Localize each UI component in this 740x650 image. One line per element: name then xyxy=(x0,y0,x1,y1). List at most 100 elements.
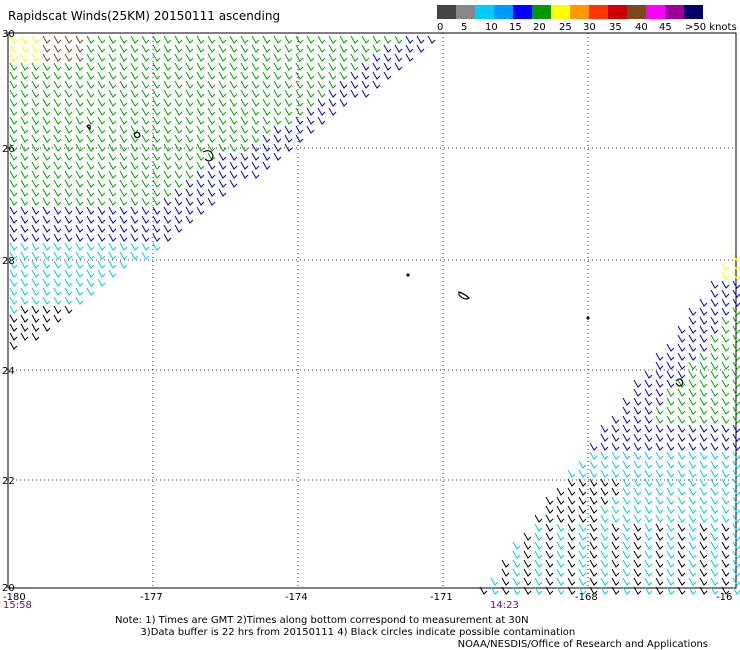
wind-barb xyxy=(86,215,95,224)
wind-barb xyxy=(721,370,730,379)
wind-barb xyxy=(699,352,708,361)
wind-barb xyxy=(97,179,106,188)
wind-barb xyxy=(240,80,249,89)
wind-barb xyxy=(119,53,128,62)
wind-barb xyxy=(721,577,730,586)
wind-barb xyxy=(20,206,29,215)
wind-barb xyxy=(688,451,697,460)
wind-barb xyxy=(699,307,708,316)
wind-barb xyxy=(677,397,686,406)
wind-barb xyxy=(655,505,664,514)
wind-barb xyxy=(732,514,740,523)
wind-barb xyxy=(589,577,598,586)
wind-barb xyxy=(556,559,565,568)
wind-barb xyxy=(578,496,587,505)
wind-barb xyxy=(523,532,532,541)
wind-barb xyxy=(578,532,587,541)
wind-barb xyxy=(97,188,106,197)
wind-barb xyxy=(31,98,40,107)
wind-barb xyxy=(174,188,183,197)
wind-barb xyxy=(207,125,216,134)
wind-barb xyxy=(611,550,620,559)
wind-barb xyxy=(229,35,238,44)
wind-barb xyxy=(218,143,227,152)
wind-barb xyxy=(174,224,183,233)
wind-barb xyxy=(688,487,697,496)
wind-barb xyxy=(185,53,194,62)
wind-barb xyxy=(196,89,205,98)
x-tick-label: -174 xyxy=(285,592,308,603)
wind-barb xyxy=(666,370,675,379)
wind-barb xyxy=(721,496,730,505)
wind-barb xyxy=(666,388,675,397)
wind-barb xyxy=(229,62,238,71)
wind-barb xyxy=(53,161,62,170)
wind-barb xyxy=(64,143,73,152)
wind-barb xyxy=(262,80,271,89)
wind-barb xyxy=(317,62,326,71)
wind-barb xyxy=(339,62,348,71)
wind-barb xyxy=(163,206,172,215)
wind-barb xyxy=(108,125,117,134)
wind-barb xyxy=(710,550,719,559)
wind-barb xyxy=(152,44,161,53)
wind-barb xyxy=(97,35,106,44)
wind-barb xyxy=(20,161,29,170)
wind-barb xyxy=(501,559,510,568)
wind-barb xyxy=(218,125,227,134)
wind-barb xyxy=(655,406,664,415)
wind-barb xyxy=(9,143,18,152)
wind-barb xyxy=(9,296,18,305)
wind-barb xyxy=(196,152,205,161)
wind-barb xyxy=(130,89,139,98)
wind-barb xyxy=(710,442,719,451)
colorbar-segment xyxy=(475,5,494,19)
wind-barb xyxy=(732,325,740,334)
wind-barb xyxy=(383,71,392,80)
wind-barb xyxy=(152,152,161,161)
wind-barb xyxy=(86,269,95,278)
wind-barb xyxy=(86,143,95,152)
wind-barb xyxy=(589,559,598,568)
wind-barb xyxy=(644,541,653,550)
wind-barb xyxy=(306,71,315,80)
wind-barb xyxy=(75,71,84,80)
wind-barb xyxy=(163,98,172,107)
wind-barb xyxy=(31,332,40,341)
wind-barb xyxy=(20,35,29,44)
wind-barb xyxy=(699,559,708,568)
wind-barb xyxy=(75,152,84,161)
wind-barb xyxy=(545,577,554,586)
wind-barb xyxy=(633,415,642,424)
wind-barb xyxy=(152,62,161,71)
wind-barb xyxy=(185,179,194,188)
wind-barb xyxy=(578,559,587,568)
wind-barb xyxy=(163,152,172,161)
wind-barb xyxy=(677,343,686,352)
wind-barb xyxy=(251,143,260,152)
wind-barb xyxy=(306,89,315,98)
wind-barb xyxy=(710,424,719,433)
wind-barb xyxy=(152,161,161,170)
wind-barb xyxy=(732,451,740,460)
wind-barb xyxy=(721,289,730,298)
wind-barb xyxy=(655,379,664,388)
wind-barb xyxy=(611,424,620,433)
wind-barb xyxy=(339,80,348,89)
wind-barb xyxy=(655,352,664,361)
wind-barb xyxy=(262,134,271,143)
wind-barb xyxy=(732,280,740,289)
wind-barb xyxy=(42,314,51,323)
wind-barb xyxy=(163,89,172,98)
wind-barb xyxy=(240,98,249,107)
wind-barb xyxy=(633,568,642,577)
wind-barb xyxy=(622,487,631,496)
wind-barb xyxy=(688,307,697,316)
wind-barb xyxy=(130,224,139,233)
wind-barb xyxy=(644,514,653,523)
wind-barb xyxy=(20,233,29,242)
wind-barb xyxy=(372,53,381,62)
wind-barb xyxy=(119,170,128,179)
island-4 xyxy=(458,291,470,300)
wind-barb xyxy=(306,44,315,53)
